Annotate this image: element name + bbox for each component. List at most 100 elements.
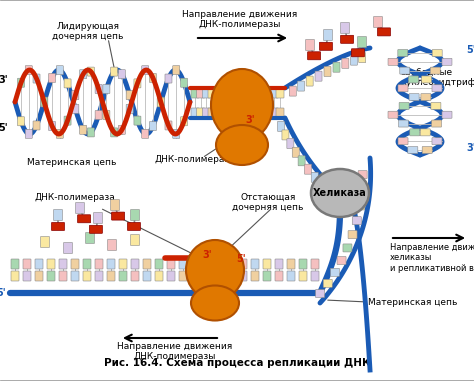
FancyBboxPatch shape	[197, 108, 205, 118]
FancyBboxPatch shape	[277, 122, 284, 131]
FancyBboxPatch shape	[59, 259, 67, 269]
Text: Лидирующая
дочерняя цепь: Лидирующая дочерняя цепь	[52, 22, 124, 42]
FancyBboxPatch shape	[225, 88, 233, 98]
FancyBboxPatch shape	[90, 225, 102, 233]
FancyBboxPatch shape	[179, 271, 187, 281]
FancyBboxPatch shape	[191, 271, 199, 281]
FancyBboxPatch shape	[330, 268, 339, 276]
FancyBboxPatch shape	[292, 147, 299, 157]
FancyBboxPatch shape	[71, 271, 79, 281]
FancyBboxPatch shape	[237, 88, 244, 98]
FancyBboxPatch shape	[388, 58, 398, 65]
FancyBboxPatch shape	[239, 271, 247, 281]
FancyBboxPatch shape	[85, 232, 94, 243]
FancyBboxPatch shape	[263, 271, 271, 281]
FancyBboxPatch shape	[276, 108, 284, 118]
FancyBboxPatch shape	[304, 164, 311, 174]
FancyBboxPatch shape	[311, 271, 319, 281]
Text: Хеликаза: Хеликаза	[313, 188, 367, 198]
Ellipse shape	[186, 240, 244, 300]
FancyBboxPatch shape	[155, 271, 163, 281]
FancyBboxPatch shape	[248, 108, 255, 118]
FancyBboxPatch shape	[337, 256, 346, 264]
FancyBboxPatch shape	[173, 130, 180, 138]
Text: Отстающая
дочерняя цепь: Отстающая дочерняя цепь	[232, 193, 304, 212]
FancyBboxPatch shape	[324, 67, 331, 77]
FancyBboxPatch shape	[308, 52, 320, 60]
FancyBboxPatch shape	[110, 128, 118, 137]
FancyBboxPatch shape	[128, 223, 140, 231]
FancyBboxPatch shape	[219, 88, 228, 98]
FancyBboxPatch shape	[165, 121, 172, 130]
FancyBboxPatch shape	[33, 74, 40, 83]
FancyBboxPatch shape	[93, 213, 102, 224]
FancyBboxPatch shape	[56, 66, 64, 75]
FancyBboxPatch shape	[253, 88, 261, 98]
FancyBboxPatch shape	[107, 271, 115, 281]
FancyBboxPatch shape	[259, 88, 267, 98]
FancyBboxPatch shape	[264, 88, 273, 98]
FancyBboxPatch shape	[358, 171, 367, 179]
FancyBboxPatch shape	[167, 259, 175, 269]
FancyBboxPatch shape	[52, 223, 64, 231]
Text: Направление движения
хеликазы
и репликативной вилки: Направление движения хеликазы и репликат…	[390, 243, 474, 273]
Text: 3': 3'	[466, 143, 474, 153]
FancyBboxPatch shape	[263, 259, 271, 269]
FancyBboxPatch shape	[143, 271, 151, 281]
FancyBboxPatch shape	[299, 271, 307, 281]
FancyBboxPatch shape	[103, 110, 110, 120]
FancyBboxPatch shape	[400, 67, 410, 74]
FancyBboxPatch shape	[276, 88, 284, 98]
FancyBboxPatch shape	[208, 108, 216, 118]
FancyBboxPatch shape	[251, 259, 259, 269]
FancyBboxPatch shape	[410, 129, 420, 136]
FancyBboxPatch shape	[388, 111, 398, 118]
FancyBboxPatch shape	[54, 210, 63, 221]
FancyBboxPatch shape	[219, 108, 228, 118]
FancyBboxPatch shape	[181, 78, 188, 87]
FancyBboxPatch shape	[214, 88, 222, 98]
FancyBboxPatch shape	[377, 28, 391, 36]
FancyBboxPatch shape	[227, 259, 235, 269]
FancyBboxPatch shape	[130, 210, 139, 221]
FancyBboxPatch shape	[342, 58, 349, 68]
FancyBboxPatch shape	[47, 271, 55, 281]
FancyBboxPatch shape	[107, 259, 115, 269]
FancyBboxPatch shape	[202, 88, 210, 98]
FancyBboxPatch shape	[25, 66, 32, 75]
FancyBboxPatch shape	[23, 259, 31, 269]
FancyBboxPatch shape	[95, 259, 103, 269]
FancyBboxPatch shape	[275, 271, 283, 281]
FancyBboxPatch shape	[242, 88, 250, 98]
Text: Направление движения
ДНК-полимеразы: Направление движения ДНК-полимеразы	[118, 342, 233, 362]
FancyBboxPatch shape	[48, 74, 55, 82]
FancyBboxPatch shape	[191, 108, 199, 118]
FancyBboxPatch shape	[110, 200, 119, 210]
Text: 3': 3'	[202, 250, 212, 260]
Text: Материнская цепь: Материнская цепь	[27, 158, 117, 167]
FancyBboxPatch shape	[357, 37, 366, 48]
FancyBboxPatch shape	[71, 259, 79, 269]
FancyBboxPatch shape	[214, 108, 222, 118]
FancyBboxPatch shape	[408, 147, 418, 154]
FancyBboxPatch shape	[323, 279, 332, 287]
FancyBboxPatch shape	[289, 86, 296, 96]
FancyBboxPatch shape	[409, 76, 419, 83]
FancyBboxPatch shape	[203, 259, 211, 269]
Text: 5': 5'	[466, 45, 474, 55]
FancyBboxPatch shape	[270, 108, 278, 118]
FancyBboxPatch shape	[134, 79, 141, 88]
FancyBboxPatch shape	[239, 259, 247, 269]
FancyBboxPatch shape	[80, 125, 87, 134]
FancyBboxPatch shape	[83, 259, 91, 269]
FancyBboxPatch shape	[118, 125, 126, 134]
Ellipse shape	[311, 169, 369, 217]
FancyBboxPatch shape	[87, 67, 94, 76]
FancyBboxPatch shape	[126, 104, 133, 113]
FancyBboxPatch shape	[409, 94, 419, 101]
FancyBboxPatch shape	[316, 290, 325, 298]
FancyBboxPatch shape	[432, 50, 442, 56]
FancyBboxPatch shape	[319, 42, 332, 50]
FancyBboxPatch shape	[18, 117, 25, 126]
FancyBboxPatch shape	[59, 271, 67, 281]
